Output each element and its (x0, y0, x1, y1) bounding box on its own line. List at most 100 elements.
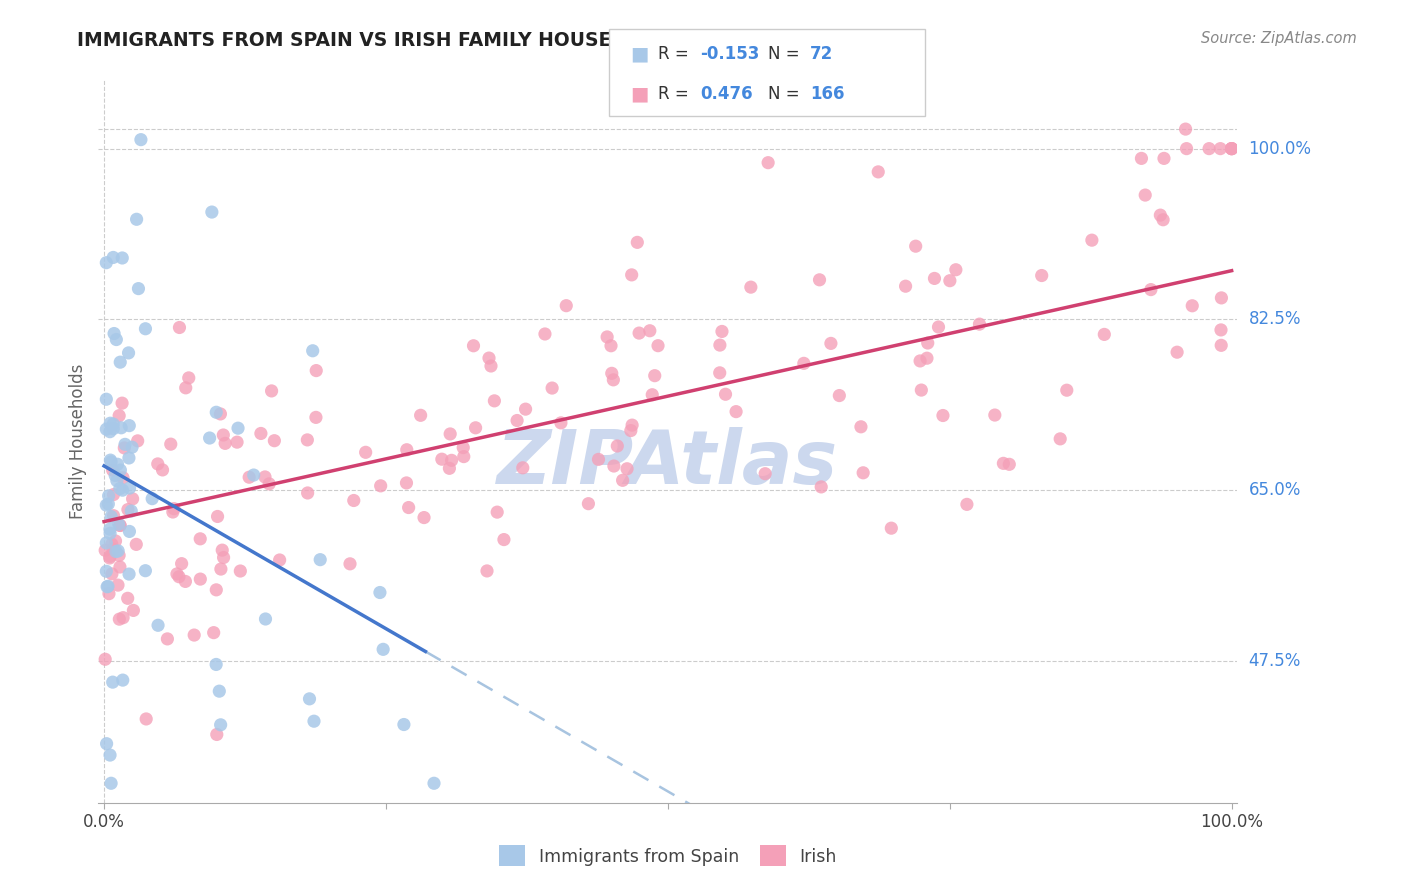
Point (297, 433, 319, 447)
Point (96, 737, 118, 751)
Point (354, 445, 377, 459)
Point (945, 262, 967, 277)
Point (110, 421, 132, 435)
Point (602, 373, 624, 387)
Point (134, 564, 156, 578)
Point (103, 487, 125, 501)
Point (226, 435, 249, 450)
Point (107, 517, 129, 532)
Point (915, 351, 938, 366)
Point (588, 452, 610, 467)
Point (709, 366, 731, 380)
Point (108, 409, 131, 423)
Point (111, 673, 134, 687)
Point (1220, 142, 1243, 156)
Point (368, 585, 391, 599)
Point (1081, 233, 1104, 247)
Point (993, 456, 1015, 470)
Point (939, 274, 962, 288)
Text: IMMIGRANTS FROM SPAIN VS IRISH FAMILY HOUSEHOLDS CORRELATION CHART: IMMIGRANTS FROM SPAIN VS IRISH FAMILY HO… (77, 31, 915, 50)
Point (100, 453, 122, 467)
Point (127, 434, 149, 448)
Point (100, 776, 122, 790)
Point (111, 396, 134, 410)
Point (1031, 268, 1053, 283)
Point (576, 497, 599, 511)
Point (100, 509, 122, 524)
Point (1198, 142, 1220, 156)
Point (492, 533, 515, 547)
Point (207, 509, 229, 524)
Point (108, 518, 131, 533)
Point (486, 505, 509, 519)
Point (1211, 291, 1233, 305)
Point (1220, 142, 1243, 156)
Point (1220, 142, 1243, 156)
Text: Source: ZipAtlas.com: Source: ZipAtlas.com (1201, 31, 1357, 46)
Point (205, 582, 228, 597)
Point (606, 439, 628, 453)
Point (1181, 299, 1204, 313)
Point (104, 544, 127, 558)
Point (105, 474, 128, 488)
Point (1166, 345, 1188, 359)
Point (478, 351, 501, 365)
Point (927, 320, 949, 334)
Legend: Immigrants from Spain, Irish: Immigrants from Spain, Irish (499, 846, 837, 866)
Point (423, 776, 446, 790)
Point (120, 504, 142, 518)
Point (135, 712, 157, 726)
Point (188, 532, 211, 546)
Y-axis label: Family Households: Family Households (69, 364, 87, 519)
Point (110, 355, 132, 369)
Point (373, 642, 395, 657)
Point (253, 470, 276, 484)
Point (202, 625, 225, 640)
Point (134, 322, 156, 336)
Point (956, 497, 979, 511)
Point (125, 212, 148, 227)
Point (104, 468, 127, 483)
Point (1130, 152, 1153, 166)
Point (104, 533, 127, 548)
Point (205, 727, 228, 741)
Point (793, 356, 815, 370)
Point (209, 562, 232, 576)
Point (118, 567, 141, 582)
Point (479, 359, 502, 373)
Text: ■: ■ (630, 45, 648, 63)
Point (103, 422, 125, 436)
Point (917, 336, 939, 351)
Point (515, 402, 537, 417)
Point (263, 434, 285, 448)
Point (146, 457, 169, 471)
Point (392, 717, 415, 731)
Point (205, 657, 228, 672)
Point (298, 691, 321, 706)
Point (108, 612, 131, 626)
Point (512, 460, 534, 475)
Point (910, 383, 932, 397)
Point (1153, 152, 1175, 166)
Point (183, 628, 205, 642)
Point (212, 550, 235, 565)
Text: -0.153: -0.153 (700, 45, 759, 63)
Point (114, 437, 136, 451)
Point (756, 155, 779, 169)
Point (647, 339, 669, 353)
Point (413, 510, 436, 524)
Text: R =: R = (658, 86, 695, 103)
Point (1135, 188, 1157, 202)
Point (121, 491, 143, 506)
Point (484, 393, 506, 408)
Point (810, 480, 832, 494)
Point (208, 684, 231, 698)
Point (97, 497, 120, 511)
Point (117, 591, 139, 606)
Point (108, 560, 131, 574)
Point (105, 333, 128, 347)
Point (302, 714, 325, 729)
Point (626, 235, 648, 250)
Point (101, 537, 124, 551)
Point (125, 537, 148, 551)
